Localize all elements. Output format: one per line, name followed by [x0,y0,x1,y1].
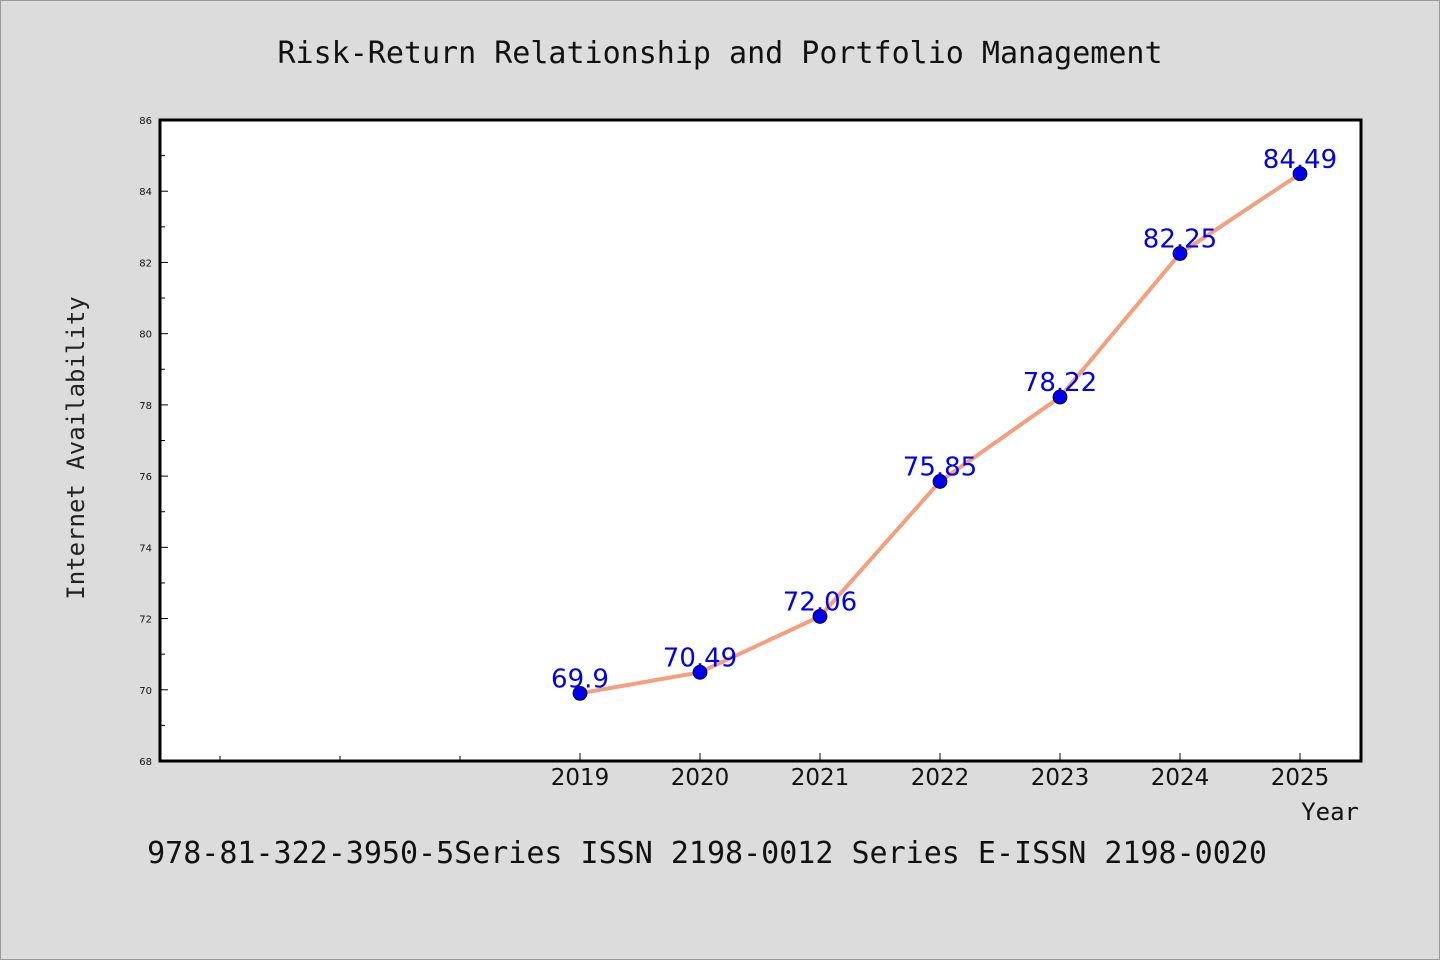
y-tick-label: 80 [139,330,152,341]
data-point [1292,166,1308,182]
data-label: 84.49 [1263,145,1337,175]
data-label: 72.06 [783,587,857,617]
plot-area [158,118,1363,763]
y-tick-label: 78 [139,401,152,412]
x-tick-label: 2022 [911,765,970,791]
y-tick-label: 82 [139,258,152,269]
y-tick-label: 76 [139,472,152,483]
y-tick-label: 86 [139,116,152,127]
data-point [572,685,588,701]
data-point [1052,389,1068,405]
footer-isbn-text: 978-81-322-3950-5Series ISSN 2198-0012 S… [147,836,1267,871]
x-tick-label: 2023 [1031,765,1090,791]
data-label: 69.9 [551,664,609,694]
y-tick-label: 74 [139,543,152,554]
data-label: 75.85 [903,452,977,482]
data-point [1172,246,1188,261]
y-tick-label: 70 [139,686,152,697]
data-point [692,664,708,680]
x-tick-label: 2025 [1271,765,1330,791]
y-axis: 68 70 72 74 76 78 80 82 84 86 [139,116,168,768]
data-point [932,474,948,489]
y-tick-label: 72 [139,615,152,626]
y-axis-label: Internet Availability [62,296,90,599]
data-label: 82.25 [1143,225,1217,255]
chart-title: Risk-Return Relationship and Portfolio M… [277,36,1162,71]
x-tick-label: 2020 [671,765,730,791]
y-tick-label: 84 [139,187,152,198]
data-label: 78.22 [1023,368,1097,398]
data-point [812,609,828,624]
x-tick-label: 2021 [791,765,850,791]
data-label: 70.49 [663,643,737,673]
y-tick-label: 68 [139,757,152,768]
x-tick-label: 2019 [551,765,610,791]
series-layer: 69.9 70.49 72.06 75.85 78.22 82.25 84.49 [551,145,1337,701]
x-axis-label: Year [1301,798,1359,826]
x-axis: 2019 2020 2021 2022 2023 2024 2025 [219,753,1330,791]
x-tick-label: 2024 [1151,765,1210,791]
